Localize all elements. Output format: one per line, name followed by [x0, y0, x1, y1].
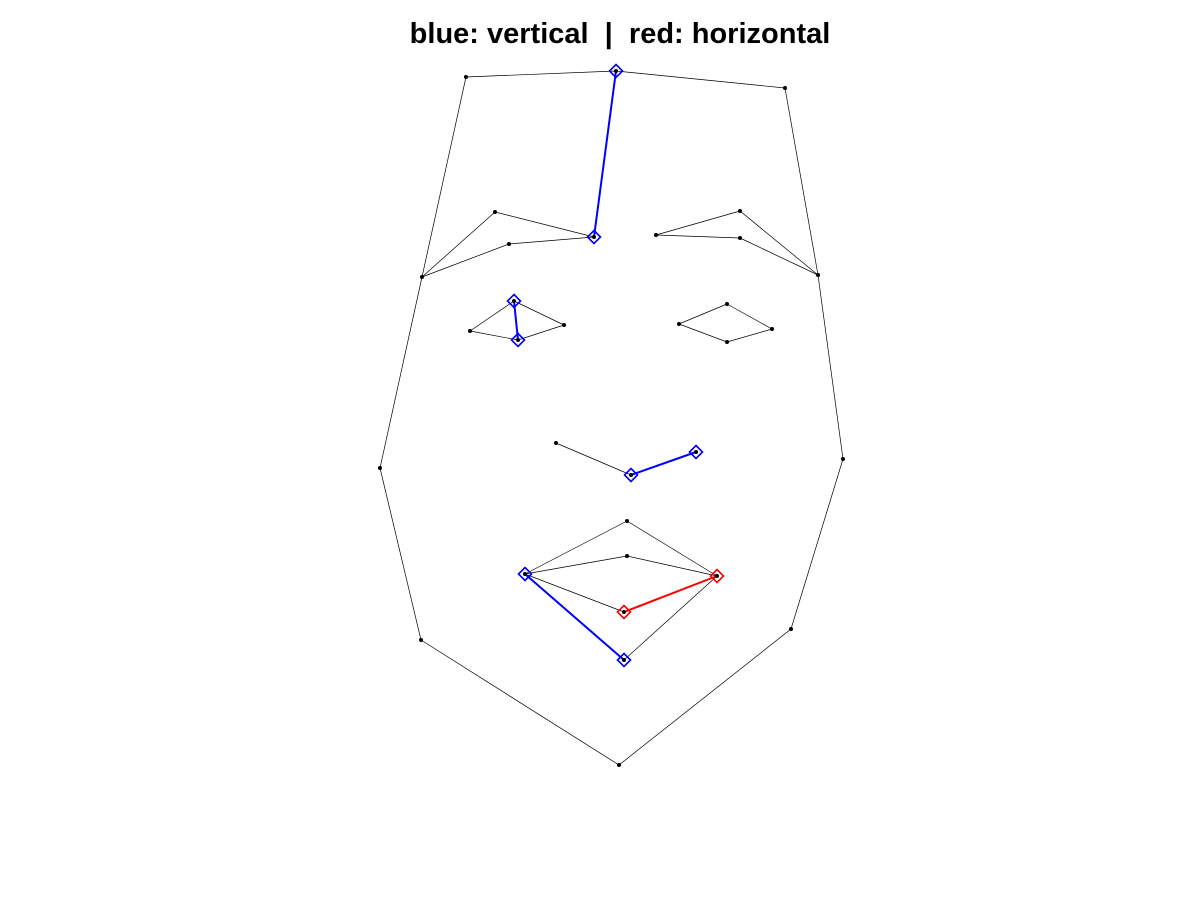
landmark-point-26: [629, 473, 633, 477]
forehead-vertical-line: [593, 70, 617, 238]
landmark-point-32: [622, 610, 626, 614]
eye-vertical-start-marker: [506, 293, 522, 309]
landmark-point-10: [420, 275, 424, 279]
eye-vertical-end-marker: [510, 332, 526, 348]
landmark-point-27: [694, 450, 698, 454]
landmark-point-24: [725, 340, 729, 344]
landmark-point-7: [617, 763, 621, 767]
right-eye: [678, 303, 773, 343]
mouth-vertical-line: [524, 573, 625, 661]
face-outline: [379, 70, 844, 766]
landmark-point-8: [419, 638, 423, 642]
landmark-point-33: [622, 658, 626, 662]
landmark-point-18: [512, 299, 516, 303]
mouth-inner-lower: [524, 573, 718, 613]
landmark-point-2: [614, 69, 618, 73]
measurement-layer: [506, 63, 725, 668]
landmark-point-15: [738, 209, 742, 213]
mouth-horizontal-start-marker: [616, 604, 632, 620]
outline-layer: [379, 70, 844, 766]
landmark-point-1: [464, 75, 468, 79]
mouth-horizontal-end-marker: [709, 568, 725, 584]
right-eyebrow-upper: [655, 210, 819, 276]
landmark-point-28: [523, 572, 527, 576]
landmark-point-9: [378, 466, 382, 470]
nose-vertical-start-marker: [623, 467, 639, 483]
landmark-point-11: [493, 210, 497, 214]
landmark-point-29: [625, 519, 629, 523]
landmark-point-5: [841, 457, 845, 461]
landmark-point-4: [816, 273, 820, 277]
landmark-layer: [378, 69, 845, 767]
forehead-vertical-end-marker: [586, 229, 602, 245]
mouth-outer-upper: [524, 520, 718, 577]
landmark-point-31: [715, 574, 719, 578]
figure-title: blue: vertical | red: horizontal: [409, 18, 831, 50]
landmark-point-12: [507, 242, 511, 246]
landmark-point-14: [654, 233, 658, 237]
forehead-vertical-start-marker: [608, 63, 624, 79]
landmark-point-6: [789, 627, 793, 631]
landmark-point-25: [554, 441, 558, 445]
landmark-point-16: [738, 236, 742, 240]
nose-vertical-end-marker: [688, 444, 704, 460]
mouth-horizontal-line: [623, 575, 718, 613]
landmark-point-3: [783, 86, 787, 90]
landmark-point-21: [677, 322, 681, 326]
landmark-point-19: [562, 323, 566, 327]
landmark-point-17: [468, 329, 472, 333]
mouth-vertical-start-marker: [517, 566, 533, 582]
mouth-vertical-end-marker: [616, 652, 632, 668]
landmark-point-30: [625, 554, 629, 558]
landmark-point-23: [770, 327, 774, 331]
landmark-point-13: [592, 235, 596, 239]
landmark-point-20: [516, 338, 520, 342]
nose-vertical-line: [630, 451, 697, 476]
landmark-point-22: [725, 302, 729, 306]
